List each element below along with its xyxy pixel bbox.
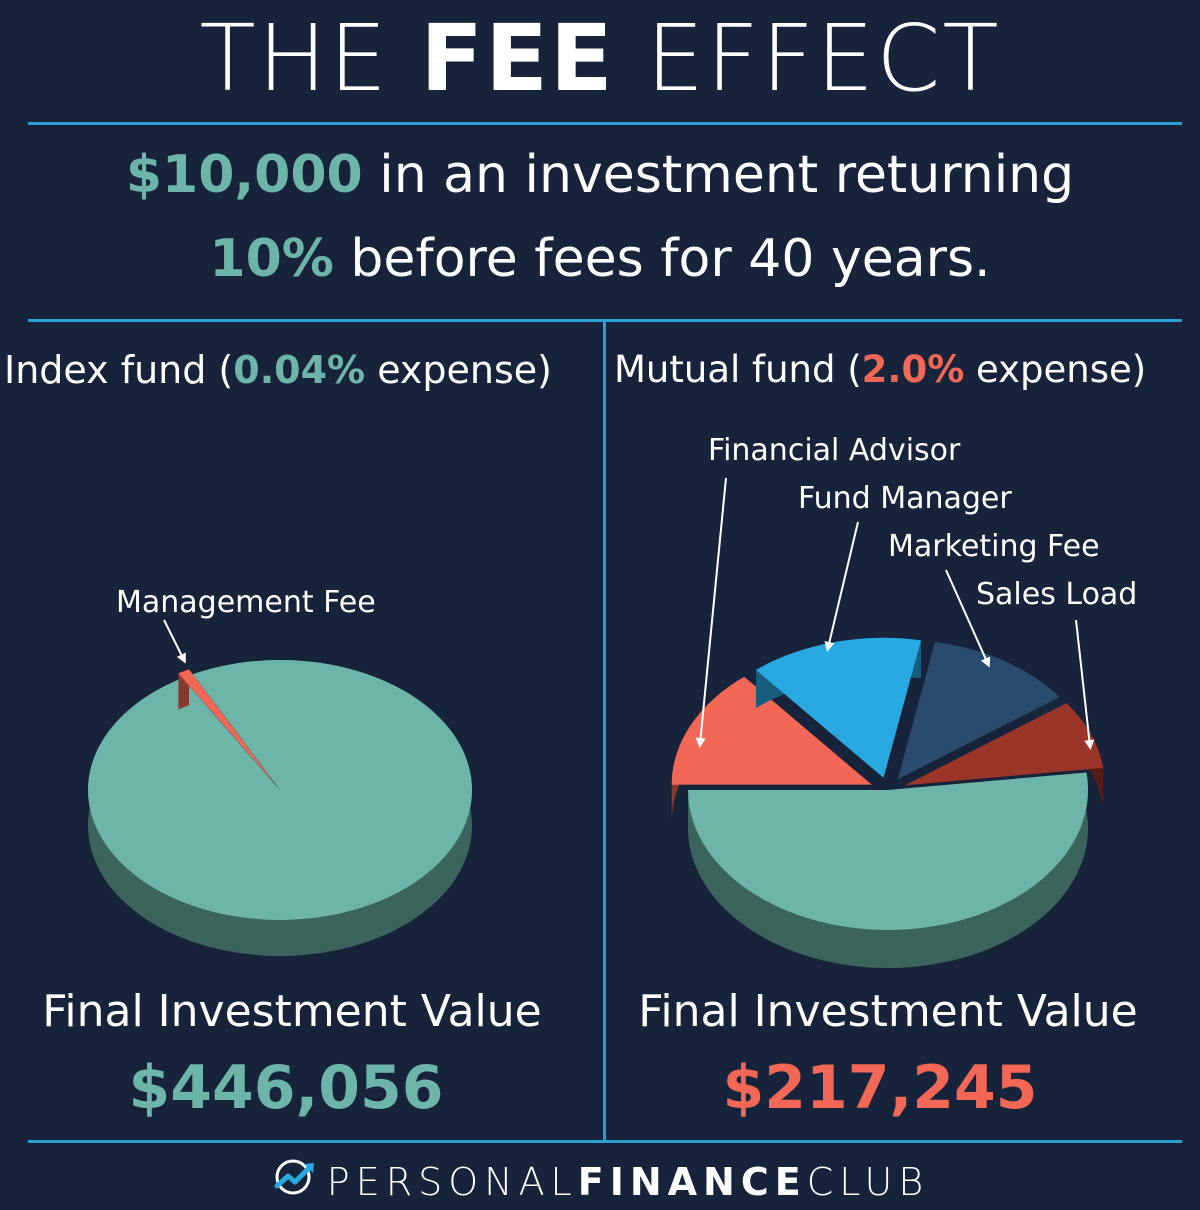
label-marketing-fee: Marketing Fee bbox=[888, 529, 1100, 564]
index-slice-remaining-value bbox=[87, 660, 472, 957]
title-word-fee: FEE bbox=[420, 5, 615, 112]
subtitle-line-1: $10,000 in an investment returning bbox=[0, 140, 1200, 210]
title-word-the: THE bbox=[199, 5, 389, 112]
mutual-slice-financial-advisor bbox=[671, 676, 872, 823]
mutual-fund-title: Mutual fund (2.0% expense) bbox=[614, 342, 1146, 398]
index-fund-title-prefix: Index fund ( bbox=[4, 348, 234, 392]
brand-club: CLUB bbox=[806, 1160, 930, 1204]
subtitle-line-1-text: in an investment returning bbox=[362, 145, 1075, 205]
mutual-fund-title-prefix: Mutual fund ( bbox=[614, 348, 862, 391]
divider-top bbox=[28, 122, 1182, 125]
divider-bottom bbox=[28, 1140, 1182, 1143]
mutual-fund-pie bbox=[671, 637, 1104, 968]
arrow-marketing-fee bbox=[945, 569, 991, 668]
mutual-final-label: Final Investment Value bbox=[638, 986, 1138, 1037]
brand-personal: PERSONAL bbox=[326, 1160, 578, 1204]
mutual-fund-title-suffix: expense) bbox=[964, 348, 1147, 391]
mutual-slice-sales-load bbox=[904, 703, 1104, 806]
divider-vertical bbox=[603, 322, 606, 1140]
index-fund-expense: 0.04% bbox=[233, 348, 366, 392]
subtitle-line-2: 10% before fees for 40 years. bbox=[0, 224, 1200, 294]
footer-brand: PERSONALFINANCECLUB bbox=[0, 1158, 1200, 1210]
mutual-slice-remaining-value bbox=[688, 772, 1088, 968]
arrow-management-fee bbox=[163, 619, 186, 664]
index-fund-pie bbox=[87, 660, 472, 957]
subtitle-rate: 10% bbox=[209, 229, 334, 289]
arrow-fund-manager bbox=[824, 521, 859, 652]
brand-finance: FINANCE bbox=[577, 1160, 807, 1204]
index-fund-title: Index fund (0.04% expense) bbox=[4, 342, 552, 398]
index-fund-title-suffix: expense) bbox=[365, 348, 552, 392]
pie-labels: Management Fee Financial Advisor Fund Mana… bbox=[116, 433, 1137, 750]
index-final-label: Final Investment Value bbox=[42, 986, 542, 1037]
label-financial-advisor: Financial Advisor bbox=[708, 433, 961, 468]
index-slice-management-fee bbox=[178, 669, 277, 786]
arrow-financial-advisor bbox=[695, 477, 727, 748]
subtitle-amount: $10,000 bbox=[125, 145, 363, 205]
page-title: THE FEE EFFECT bbox=[0, 4, 1200, 114]
label-management-fee: Management Fee bbox=[116, 585, 376, 620]
brand-logo-icon bbox=[271, 1156, 321, 1207]
title-word-effect: EFFECT bbox=[646, 5, 1001, 112]
mutual-final-value: $217,245 bbox=[722, 1053, 1038, 1123]
divider-middle bbox=[28, 319, 1182, 322]
subtitle-line-2-text: before fees for 40 years. bbox=[333, 229, 991, 289]
index-final-value: $446,056 bbox=[128, 1053, 444, 1123]
mutual-slice-fund-manager bbox=[756, 637, 921, 778]
label-sales-load: Sales Load bbox=[976, 577, 1137, 612]
arrow-sales-load bbox=[1075, 619, 1095, 750]
mutual-fund-expense: 2.0% bbox=[861, 348, 965, 391]
mutual-slice-marketing-fee bbox=[897, 641, 1060, 780]
label-fund-manager: Fund Manager bbox=[798, 481, 1012, 516]
